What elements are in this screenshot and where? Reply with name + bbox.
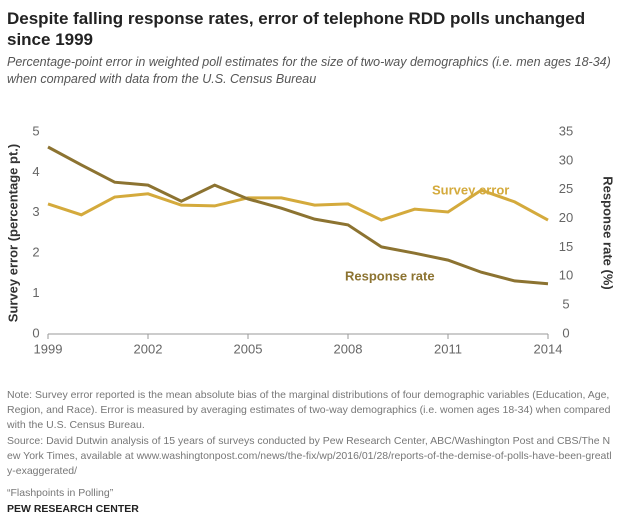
title: Despite falling response rates, error of… [7, 9, 586, 49]
y-tick-label: 1 [32, 285, 39, 300]
x-tick-label: 1999 [34, 341, 63, 356]
y-tick-label: 5 [32, 123, 39, 138]
y-tick-label: 4 [32, 164, 39, 179]
x-tick-label: 2002 [134, 341, 163, 356]
subtitle: Percentage-point error in weighted poll … [7, 55, 611, 86]
x-tick-label: 2008 [334, 341, 363, 356]
y2-tick-label: 30 [559, 152, 573, 167]
y2-tick-label: 20 [559, 210, 573, 225]
x-tick-label: 2005 [234, 341, 263, 356]
y-tick-label: 2 [32, 245, 39, 260]
series-label: Response rate [345, 268, 435, 283]
report: “Flashpoints in Polling” [7, 487, 114, 499]
x-tick-label: 2014 [534, 341, 563, 356]
series-line [47, 188, 549, 222]
y2-tick-label: 15 [559, 239, 573, 254]
series-line [47, 145, 549, 286]
source: Source: David Dutwin analysis of 15 year… [7, 435, 612, 477]
y2-tick-label: 35 [559, 123, 573, 138]
series-label: Survey error [432, 182, 509, 197]
x-tick-label: 2011 [434, 341, 462, 356]
note: Note: Survey error reported is the mean … [7, 389, 611, 431]
y-tick-label: 0 [32, 325, 39, 340]
y2-tick-label: 10 [559, 268, 573, 283]
y2-tick-label: 0 [562, 325, 569, 340]
y2-axis-label: Response rate (%) [601, 176, 616, 289]
y-axis-label: Survey error (percentage pt.) [5, 144, 20, 322]
credit: PEW RESEARCH CENTER [7, 503, 139, 515]
y-tick-label: 3 [32, 204, 39, 219]
y2-tick-label: 25 [559, 181, 573, 196]
y2-tick-label: 5 [562, 297, 569, 312]
